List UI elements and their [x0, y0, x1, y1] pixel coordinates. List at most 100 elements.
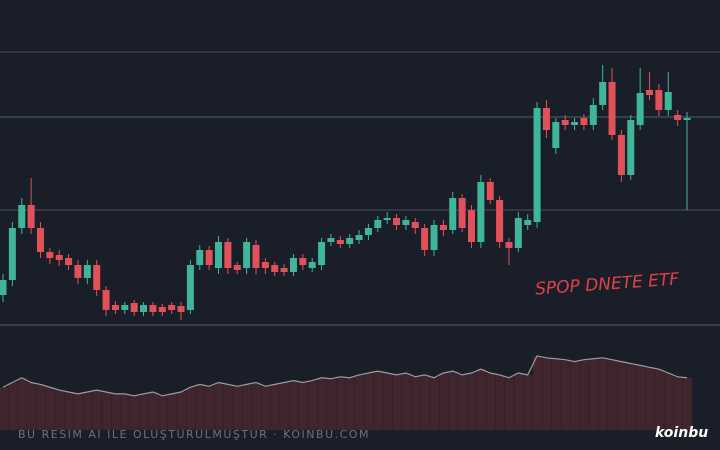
candle-body [467, 210, 475, 242]
volume-bar [664, 373, 674, 430]
volume-bar [45, 387, 55, 430]
volume-bar [420, 374, 430, 430]
volume-bar [401, 373, 411, 430]
candle-body [74, 265, 82, 278]
candle-body [430, 225, 438, 250]
candle-body [524, 220, 532, 225]
candles [0, 65, 691, 320]
candle-body [617, 135, 625, 175]
candle-body [542, 108, 550, 130]
candle-body [393, 218, 401, 225]
candle-body [271, 265, 279, 272]
volume-bar [289, 380, 299, 430]
volume-bar [64, 392, 74, 430]
volume-bar [139, 393, 149, 430]
candle-body [477, 182, 485, 242]
volume-bar [579, 359, 589, 430]
candle-body [627, 120, 635, 175]
volume-bar [308, 380, 318, 430]
candle-body [552, 122, 560, 148]
candle-body [149, 305, 157, 312]
volume-bar [495, 374, 505, 430]
candle-body [355, 235, 363, 240]
volume-bar [533, 355, 543, 430]
candle-body [186, 265, 194, 310]
volume-bar [111, 393, 121, 430]
volume-bar [158, 395, 168, 430]
volume-bar [467, 373, 477, 430]
volume-bar [120, 393, 130, 430]
volume-bar [683, 377, 692, 430]
candle-body [458, 198, 466, 228]
candle-body [402, 220, 410, 225]
volume-bar [476, 369, 486, 430]
candle-body [674, 115, 682, 120]
volume-bar [167, 393, 177, 430]
volume-bar [458, 374, 468, 430]
volume-bar [251, 382, 261, 430]
volume-bar [430, 377, 440, 430]
candle-body [36, 228, 44, 252]
volume-bar [55, 390, 65, 430]
candle-body [636, 93, 644, 125]
candle-body [18, 205, 26, 228]
volume-bar [242, 384, 252, 430]
volume-bar [392, 374, 402, 430]
watermark: BU RESIM AI ILE OLUŞTURULMUŞTUR · KOINBU… [18, 428, 370, 441]
volume-bar [486, 373, 496, 430]
volume-pane [0, 355, 692, 430]
candle-body [233, 265, 241, 270]
candle-body [318, 242, 326, 265]
volume-bar [504, 377, 514, 430]
candle-body [496, 200, 504, 242]
candle-body [252, 245, 260, 268]
volume-bar [373, 371, 383, 430]
candle-body [196, 250, 204, 265]
candle-body [308, 262, 316, 268]
candle-body [486, 182, 494, 200]
candle-body [374, 220, 382, 228]
volume-bar [130, 395, 140, 430]
volume-bar [83, 392, 93, 430]
volume-bar [326, 378, 336, 430]
candle-body [589, 105, 597, 125]
volume-bar [73, 393, 83, 430]
candle-body [439, 225, 447, 230]
candle-body [383, 218, 391, 220]
volume-bar [317, 377, 327, 430]
volume-bar [598, 357, 608, 430]
candle-body [299, 258, 307, 265]
volume-bar [233, 386, 243, 430]
volume-bar [270, 384, 280, 430]
candle-body [158, 307, 166, 312]
volume-bar [8, 382, 18, 430]
volume-bar [298, 382, 308, 430]
volume-bar [383, 373, 393, 430]
volume-bar [205, 386, 215, 430]
volume-bar [654, 369, 664, 430]
volume-bar [148, 392, 158, 430]
candle-body [224, 242, 232, 268]
candle-body [336, 240, 344, 244]
candle-body [346, 238, 354, 244]
candle-body [93, 265, 101, 290]
candle-body [364, 228, 372, 235]
candle-body [608, 82, 616, 135]
candle-body [580, 118, 588, 125]
volume-bar [36, 384, 46, 430]
volume-bar [214, 382, 224, 430]
candle-body [130, 303, 138, 312]
candle-body [289, 258, 297, 272]
volume-bar [448, 371, 458, 430]
candle-body [411, 222, 419, 228]
volume-bar [570, 361, 580, 430]
volume-bar [102, 392, 112, 430]
candle-body [205, 250, 213, 265]
volume-bar [280, 382, 290, 430]
volume-bar [261, 386, 271, 430]
candle-body [102, 290, 110, 310]
candle-body [65, 258, 73, 265]
volume-bar [186, 387, 196, 430]
candle-body [121, 305, 129, 310]
